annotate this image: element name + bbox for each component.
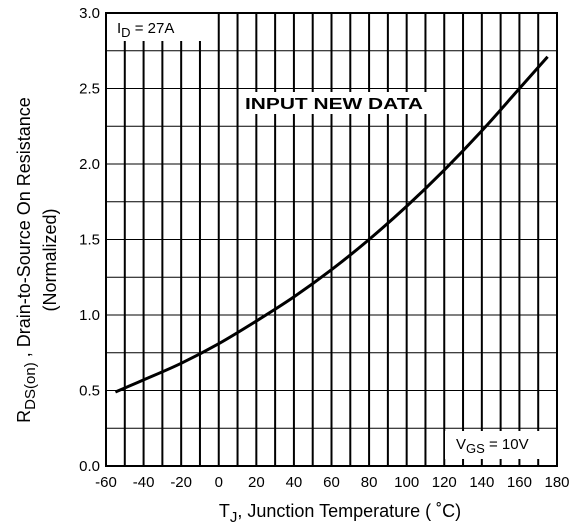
plot-frame	[105, 12, 558, 467]
watermark-box	[240, 92, 428, 114]
y-tick-label: 2.5	[79, 81, 100, 98]
id-label-sub: D	[121, 25, 130, 40]
y-axis-ticks: 0.0 0.5 1.0 1.5 2.0 2.5 3.0	[79, 5, 100, 475]
y-tick-label: 1.5	[79, 232, 100, 249]
x-axis-title: TJ, Junction Temperature ( ˚C)	[219, 501, 461, 526]
x-tick-label: -60	[95, 474, 117, 491]
x-tick-label: 160	[507, 474, 532, 491]
vgs-label: VGS = 10V	[456, 436, 529, 456]
series-line	[114, 55, 549, 394]
vgs-label-rest: = 10V	[485, 436, 529, 453]
x-tick-label: 20	[248, 474, 265, 491]
x-axis-title-main: T	[219, 501, 230, 521]
y-axis-title: RDS(on) , Drain-to-Source On Resistance …	[14, 97, 60, 423]
id-label-rest: = 27A	[131, 20, 175, 37]
y-tick-label: 0.5	[79, 383, 100, 400]
vgs-label-main: V	[456, 436, 466, 453]
x-axis-title-rest: , Junction Temperature ( ˚C)	[237, 501, 461, 521]
x-tick-label: 120	[432, 474, 457, 491]
x-tick-label: 40	[286, 474, 303, 491]
x-tick-label: 180	[544, 474, 569, 491]
y-axis-title-line1: RDS(on) , Drain-to-Source On Resistance	[14, 97, 39, 423]
y-axis-title-rest: , Drain-to-Source On Resistance	[14, 97, 34, 362]
grid	[106, 13, 557, 466]
x-tick-label: -20	[170, 474, 192, 491]
id-label-box	[111, 14, 203, 41]
id-label-main: I	[117, 20, 121, 37]
x-tick-label: 100	[394, 474, 419, 491]
x-tick-label: 140	[469, 474, 494, 491]
vgs-label-sub: GS	[466, 441, 485, 456]
watermark-text: INPUT NEW DATA	[245, 96, 424, 113]
x-tick-label: 60	[323, 474, 340, 491]
y-axis-title-sub: DS(on)	[22, 362, 39, 410]
x-tick-label: 0	[215, 474, 223, 491]
vgs-label-box	[445, 431, 555, 459]
y-axis-title-main: R	[14, 410, 34, 423]
x-tick-label: -40	[133, 474, 155, 491]
id-label: ID = 27A	[117, 20, 174, 40]
y-tick-label: 2.0	[79, 156, 100, 173]
x-tick-label: 80	[361, 474, 378, 491]
y-axis-title-line2: (Normalized)	[40, 208, 60, 311]
y-tick-label: 3.0	[79, 5, 100, 22]
x-axis-ticks: -60 -40 -20 0 20 40 60 80 100 120 140 160 180	[95, 474, 569, 491]
x-axis-title-sub: J	[230, 509, 238, 526]
y-tick-label: 1.0	[79, 307, 100, 324]
y-tick-label: 0.0	[79, 458, 100, 475]
